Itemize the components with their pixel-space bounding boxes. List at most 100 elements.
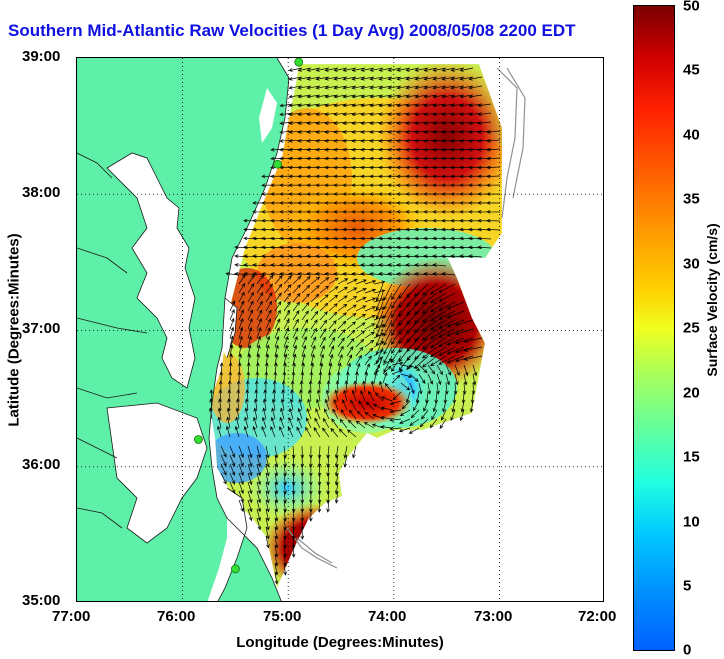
velocity-arrow <box>430 310 447 322</box>
velocity-arrow <box>333 165 348 170</box>
velocity-arrow <box>373 280 386 285</box>
velocity-arrow <box>355 313 367 321</box>
velocity-arrow <box>333 76 348 81</box>
velocity-arrow <box>297 417 303 429</box>
velocity-arrow <box>217 425 222 438</box>
velocity-arrow <box>333 227 348 232</box>
velocity-arrow <box>315 94 330 99</box>
velocity-arrow <box>432 94 447 99</box>
velocity-arrow <box>301 336 307 348</box>
velocity-arrow <box>292 318 299 330</box>
velocity-arrow <box>369 165 384 170</box>
velocity-arrow <box>468 254 483 259</box>
velocity-arrow <box>245 389 250 402</box>
velocity-arrow <box>301 301 310 312</box>
velocity-arrow <box>261 227 276 232</box>
velocity-arrow <box>328 320 337 330</box>
velocity-arrow <box>423 400 429 412</box>
velocity-arrow <box>325 389 330 402</box>
velocity-arrow <box>339 418 348 429</box>
velocity-arrow <box>274 335 280 348</box>
radar-stations <box>194 58 304 574</box>
velocity-arrow <box>274 309 281 321</box>
velocity-arrow <box>400 382 411 391</box>
velocity-arrow <box>355 338 365 348</box>
velocity-arrow <box>319 277 330 285</box>
velocity-arrow <box>265 499 270 513</box>
y-tick-label: 39:00 <box>22 48 61 65</box>
velocity-arrow <box>274 562 279 576</box>
velocity-arrow <box>441 227 456 232</box>
colorbar-tick-label: 35 <box>683 190 700 208</box>
velocity-arrow <box>409 373 419 383</box>
velocity-arrow <box>336 371 341 384</box>
velocity-arrow <box>396 227 411 232</box>
velocity-arrow <box>342 85 357 90</box>
velocity-arrow <box>247 326 253 339</box>
velocity-arrow <box>229 344 234 357</box>
velocity-arrow <box>328 345 335 357</box>
velocity-arrow <box>415 391 420 404</box>
velocity-arrow <box>328 294 339 303</box>
velocity-arrow <box>252 227 267 232</box>
velocity-arrow <box>274 327 280 339</box>
velocity-arrow <box>292 301 300 312</box>
velocity-arrow <box>220 472 227 485</box>
velocity-arrow <box>331 418 339 429</box>
velocity-arrow <box>328 303 338 312</box>
velocity-arrow <box>220 463 227 476</box>
velocity-arrow <box>383 328 393 346</box>
velocity-arrow <box>317 472 322 486</box>
velocity-arrow <box>247 481 253 495</box>
colorbar-tick-label: 50 <box>683 0 700 15</box>
velocity-arrow <box>396 76 411 81</box>
velocity-arrow <box>450 67 465 72</box>
velocity-arrow <box>256 353 261 366</box>
velocity-arrow <box>319 353 325 366</box>
velocity-arrow <box>262 407 267 420</box>
velocity-arrow <box>309 508 313 522</box>
velocity-arrow <box>288 67 303 72</box>
velocity-arrow <box>319 285 330 294</box>
velocity-arrow <box>363 422 375 429</box>
velocity-arrow <box>208 407 213 420</box>
velocity-arrow <box>486 165 501 170</box>
colorbar-tick-label: 10 <box>683 513 700 531</box>
velocity-arrow <box>443 391 448 404</box>
velocity-arrow <box>324 85 339 90</box>
velocity-arrow <box>430 328 447 340</box>
velocity-arrow <box>343 445 348 459</box>
velocity-arrow <box>401 400 411 410</box>
velocity-arrow <box>342 94 357 99</box>
velocity-arrow <box>471 382 476 395</box>
velocity-arrow <box>346 287 358 294</box>
velocity-arrow <box>292 310 300 321</box>
velocity-arrow <box>338 428 348 438</box>
velocity-arrow <box>445 373 450 386</box>
colorbar-tick-label: 20 <box>683 384 700 402</box>
velocity-arrow <box>292 344 298 357</box>
velocity-arrow <box>292 353 297 366</box>
velocity-arrow <box>297 165 312 170</box>
velocity-arrow <box>387 67 402 72</box>
radar-station-marker <box>230 564 240 574</box>
velocity-arrow <box>430 283 447 295</box>
velocity-arrow <box>364 323 376 330</box>
velocity-arrow <box>486 139 501 143</box>
velocity-arrow <box>438 292 456 302</box>
velocity-arrow <box>297 407 303 420</box>
velocity-arrow <box>355 288 367 294</box>
velocity-arrow <box>351 67 366 72</box>
velocity-arrow <box>315 76 330 81</box>
velocity-arrow <box>322 417 330 429</box>
velocity-arrow <box>375 283 384 302</box>
y-tick-label: 37:00 <box>22 320 61 337</box>
velocity-arrow <box>301 353 306 366</box>
velocity-arrow <box>333 67 348 72</box>
x-tick-label: 72:00 <box>578 608 617 625</box>
velocity-arrow <box>337 286 348 294</box>
velocity-arrow <box>344 380 349 393</box>
velocity-arrow <box>229 326 235 339</box>
velocity-arrow <box>423 227 438 232</box>
velocity-arrow <box>324 408 330 420</box>
